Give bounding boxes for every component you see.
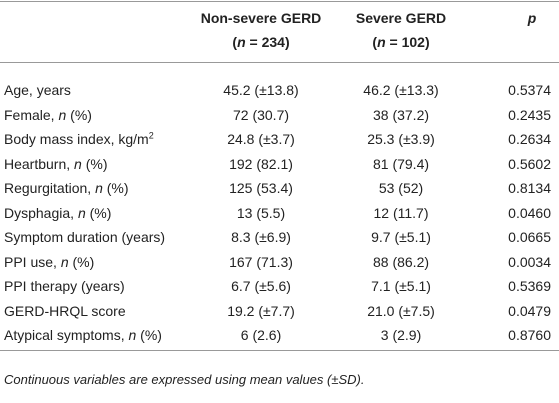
header-cell: (n = 102) xyxy=(372,33,429,51)
text-segment: Regurgitation, xyxy=(4,180,96,196)
text-segment: Heartburn, xyxy=(4,155,75,172)
text-segment: Dysphagia, xyxy=(4,204,78,221)
row-label: Age, years xyxy=(4,81,71,99)
row-label: GERD-HRQL score xyxy=(4,302,126,320)
cell: 46.2 (±13.3) xyxy=(363,82,439,98)
row-label: PPI use, n (%) xyxy=(4,253,94,271)
text-segment: PPI therapy (years) xyxy=(4,278,125,294)
cell: 0.5369 xyxy=(508,278,551,294)
row-label: Atypical symptoms, n (%) xyxy=(4,326,162,344)
cell: 0.8760 xyxy=(508,327,551,343)
text-segment: Body mass index, kg/m xyxy=(4,131,149,147)
text-segment: Severe GERD xyxy=(355,10,447,26)
text-segment: (%) xyxy=(66,106,92,123)
text-segment: (%) xyxy=(102,180,129,196)
cell: 21.0 (±7.5) xyxy=(367,302,435,319)
text-segment: = 234) xyxy=(245,34,290,50)
cell: 0.2435 xyxy=(508,106,551,123)
cell: 13 (5.5) xyxy=(236,204,286,221)
text-segment: p xyxy=(527,10,537,26)
top-rule xyxy=(0,1,559,2)
text-segment: Age, years xyxy=(4,82,71,98)
cell: 0.0665 xyxy=(508,229,551,245)
row-label: Symptom duration (years) xyxy=(4,228,165,246)
cell: 167 (71.3) xyxy=(229,253,293,270)
text-segment: (%) xyxy=(85,204,112,221)
text-segment: n xyxy=(58,106,67,123)
row-label: Body mass index, kg/m2 xyxy=(4,130,154,148)
cell: 72 (30.7) xyxy=(232,106,290,123)
text-segment: PPI use, xyxy=(4,253,61,270)
text-segment: Female, xyxy=(4,106,59,123)
cell: 0.8134 xyxy=(508,180,551,196)
text-segment: n xyxy=(377,34,386,50)
text-segment: n xyxy=(74,155,82,172)
row-label: Regurgitation, n (%) xyxy=(4,179,129,197)
header-cell: Non-severe GERD xyxy=(201,9,322,27)
text-segment: (%) xyxy=(81,155,108,172)
cell: 45.2 (±13.8) xyxy=(223,82,299,98)
text-segment: = 102) xyxy=(385,34,430,50)
cell: 53 (52) xyxy=(378,180,424,196)
header-cell: (n = 234) xyxy=(232,33,289,51)
text-segment: n xyxy=(60,253,69,270)
header-cell: p xyxy=(528,9,537,27)
cell: 0.0460 xyxy=(508,204,551,221)
cell: 0.0479 xyxy=(508,302,551,319)
row-label: Heartburn, n (%) xyxy=(4,155,108,173)
footnote: Continuous variables are expressed using… xyxy=(4,372,365,387)
text-segment: n xyxy=(77,204,86,221)
cell: 3 (2.9) xyxy=(380,327,422,343)
header-cell: Severe GERD xyxy=(356,9,446,27)
text-segment: ( xyxy=(372,34,378,50)
header-rule xyxy=(0,62,559,63)
cell: 0.2634 xyxy=(508,131,551,147)
row-label: Female, n (%) xyxy=(4,106,92,124)
text-segment: Non-severe GERD xyxy=(200,10,322,26)
cell: 88 (86.2) xyxy=(372,253,430,270)
cell: 6 (2.6) xyxy=(240,327,282,343)
text-segment: Atypical symptoms, xyxy=(4,327,129,343)
cell: 12 (11.7) xyxy=(373,204,429,221)
cell: 24.8 (±3.7) xyxy=(227,131,295,147)
cell: 0.5602 xyxy=(508,155,551,172)
text-segment: ( xyxy=(232,34,238,50)
cell: 81 (79.4) xyxy=(372,155,430,172)
text-segment: n xyxy=(128,327,137,343)
cell: 38 (37.2) xyxy=(372,106,430,123)
text-segment: GERD-HRQL score xyxy=(4,302,126,319)
row-label: PPI therapy (years) xyxy=(4,277,125,295)
cell: 19.2 (±7.7) xyxy=(227,302,295,319)
text-segment: (%) xyxy=(68,253,95,270)
cell: 192 (82.1) xyxy=(229,155,293,172)
text-segment: n xyxy=(95,180,103,196)
text-segment: 2 xyxy=(148,130,154,141)
cell: 125 (53.4) xyxy=(229,180,293,196)
cell: 0.0034 xyxy=(508,253,551,270)
bottom-rule xyxy=(0,350,559,351)
cell: 25.3 (±3.9) xyxy=(367,131,435,147)
cell: 0.5374 xyxy=(508,82,551,98)
cell: 7.1 (±5.1) xyxy=(371,278,431,294)
text-segment: Symptom duration (years) xyxy=(4,229,166,245)
text-segment: (%) xyxy=(136,327,162,343)
row-label: Dysphagia, n (%) xyxy=(4,204,111,222)
text-segment: n xyxy=(237,34,246,50)
cell: 6.7 (±5.6) xyxy=(231,278,291,294)
cell: 9.7 (±5.1) xyxy=(371,229,431,245)
cell: 8.3 (±6.9) xyxy=(231,229,291,245)
